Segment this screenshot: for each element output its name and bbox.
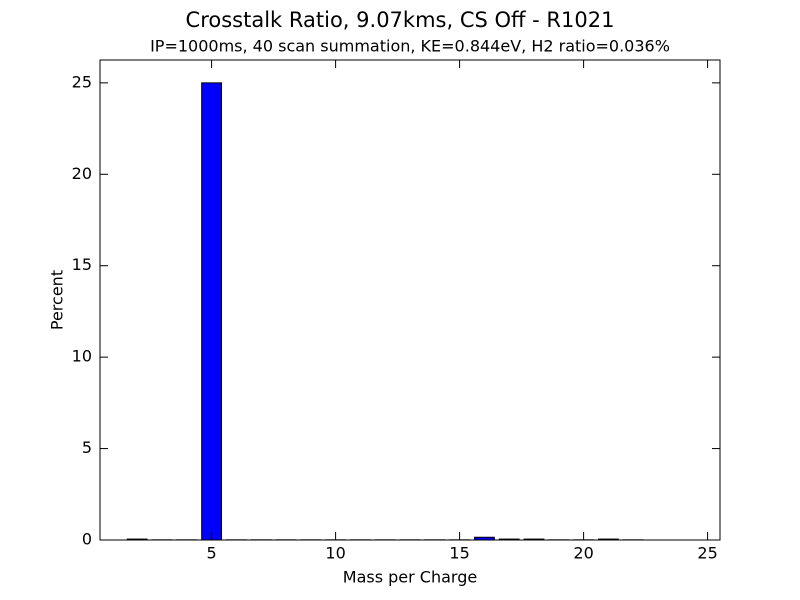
x-tick-label: 5: [207, 544, 217, 563]
y-tick-label: 25: [72, 72, 92, 91]
bar: [201, 82, 223, 541]
y-tick-label: 0: [82, 530, 92, 549]
y-axis-label: Percent: [48, 270, 67, 330]
x-tick-label: 15: [449, 544, 469, 563]
chart-subtitle: IP=1000ms, 40 scan summation, KE=0.844eV…: [150, 37, 670, 56]
x-axis-label: Mass per Charge: [343, 568, 477, 587]
x-tick-label: 25: [697, 544, 717, 563]
y-tick-label: 15: [72, 255, 92, 274]
x-tick-label: 10: [325, 544, 345, 563]
y-tick-label: 20: [72, 164, 92, 183]
plot-frame: [99, 59, 721, 541]
y-tick-label: 5: [82, 438, 92, 457]
y-tick-label: 10: [72, 347, 92, 366]
chart-title: Crosstalk Ratio, 9.07kms, CS Off - R1021: [186, 8, 615, 32]
x-tick-label: 20: [573, 544, 593, 563]
